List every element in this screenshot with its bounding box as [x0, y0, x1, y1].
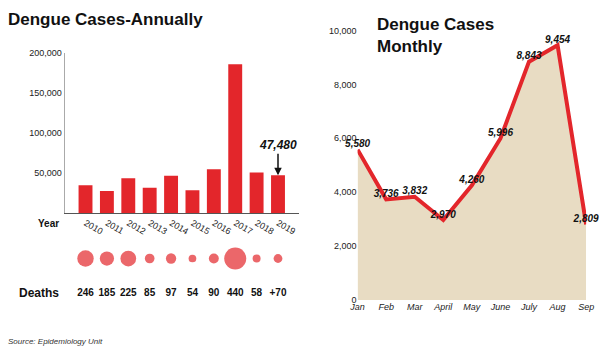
svg-text:150,000: 150,000: [29, 88, 62, 98]
svg-text:97: 97: [165, 287, 177, 298]
svg-text:Dengue Cases-Annually: Dengue Cases-Annually: [8, 10, 203, 29]
svg-text:47,480: 47,480: [259, 138, 297, 152]
svg-text:Deaths: Deaths: [19, 286, 59, 300]
svg-text:4,000: 4,000: [334, 187, 357, 197]
svg-text:8,843: 8,843: [516, 50, 541, 61]
svg-text:Feb: Feb: [378, 302, 394, 312]
svg-text:3,832: 3,832: [402, 185, 427, 196]
svg-text:5,580: 5,580: [345, 138, 370, 149]
svg-text:225: 225: [120, 287, 137, 298]
svg-text:Sep: Sep: [578, 302, 594, 312]
svg-text:Aug: Aug: [549, 302, 566, 312]
svg-text:4,260: 4,260: [458, 174, 484, 185]
svg-text:Year: Year: [38, 218, 59, 229]
svg-text:+70: +70: [270, 287, 287, 298]
svg-text:2012: 2012: [125, 218, 147, 237]
svg-text:90: 90: [208, 287, 220, 298]
svg-text:0: 0: [352, 295, 357, 305]
svg-text:July: July: [520, 302, 538, 312]
svg-text:2014: 2014: [168, 218, 190, 237]
svg-text:2011: 2011: [104, 218, 126, 236]
svg-text:3,736: 3,736: [374, 188, 399, 199]
svg-text:2018: 2018: [253, 218, 275, 237]
svg-text:2,970: 2,970: [430, 209, 456, 220]
svg-text:2010: 2010: [82, 218, 104, 237]
svg-text:100,000: 100,000: [29, 128, 62, 138]
svg-text:2,000: 2,000: [334, 241, 357, 251]
svg-text:June: June: [490, 302, 511, 312]
svg-text:2016: 2016: [211, 218, 233, 237]
svg-text:200,000: 200,000: [29, 48, 62, 58]
svg-text:2015: 2015: [189, 218, 211, 237]
svg-text:Source: Epidemiology Unit: Source: Epidemiology Unit: [8, 337, 103, 346]
svg-text:85: 85: [144, 287, 156, 298]
svg-text:8,000: 8,000: [334, 80, 357, 90]
svg-text:6,000: 6,000: [334, 133, 357, 143]
svg-text:5,996: 5,996: [488, 127, 513, 138]
svg-text:Mar: Mar: [407, 302, 424, 312]
svg-text:54: 54: [187, 287, 199, 298]
svg-text:2,809: 2,809: [573, 213, 599, 224]
svg-text:2017: 2017: [232, 218, 254, 237]
svg-text:April: April: [433, 302, 453, 312]
svg-text:246: 246: [77, 287, 94, 298]
svg-text:Dengue CasesMonthly: Dengue CasesMonthly: [377, 15, 494, 56]
svg-text:440: 440: [227, 287, 244, 298]
svg-text:58: 58: [251, 287, 263, 298]
svg-text:2019: 2019: [275, 218, 297, 237]
svg-text:50,000: 50,000: [34, 168, 62, 178]
svg-text:Jan: Jan: [349, 302, 365, 312]
svg-text:185: 185: [99, 287, 116, 298]
svg-text:10,000: 10,000: [329, 26, 357, 36]
svg-text:9,454: 9,454: [545, 34, 570, 45]
svg-text:May: May: [463, 302, 481, 312]
svg-text:2013: 2013: [146, 218, 168, 237]
